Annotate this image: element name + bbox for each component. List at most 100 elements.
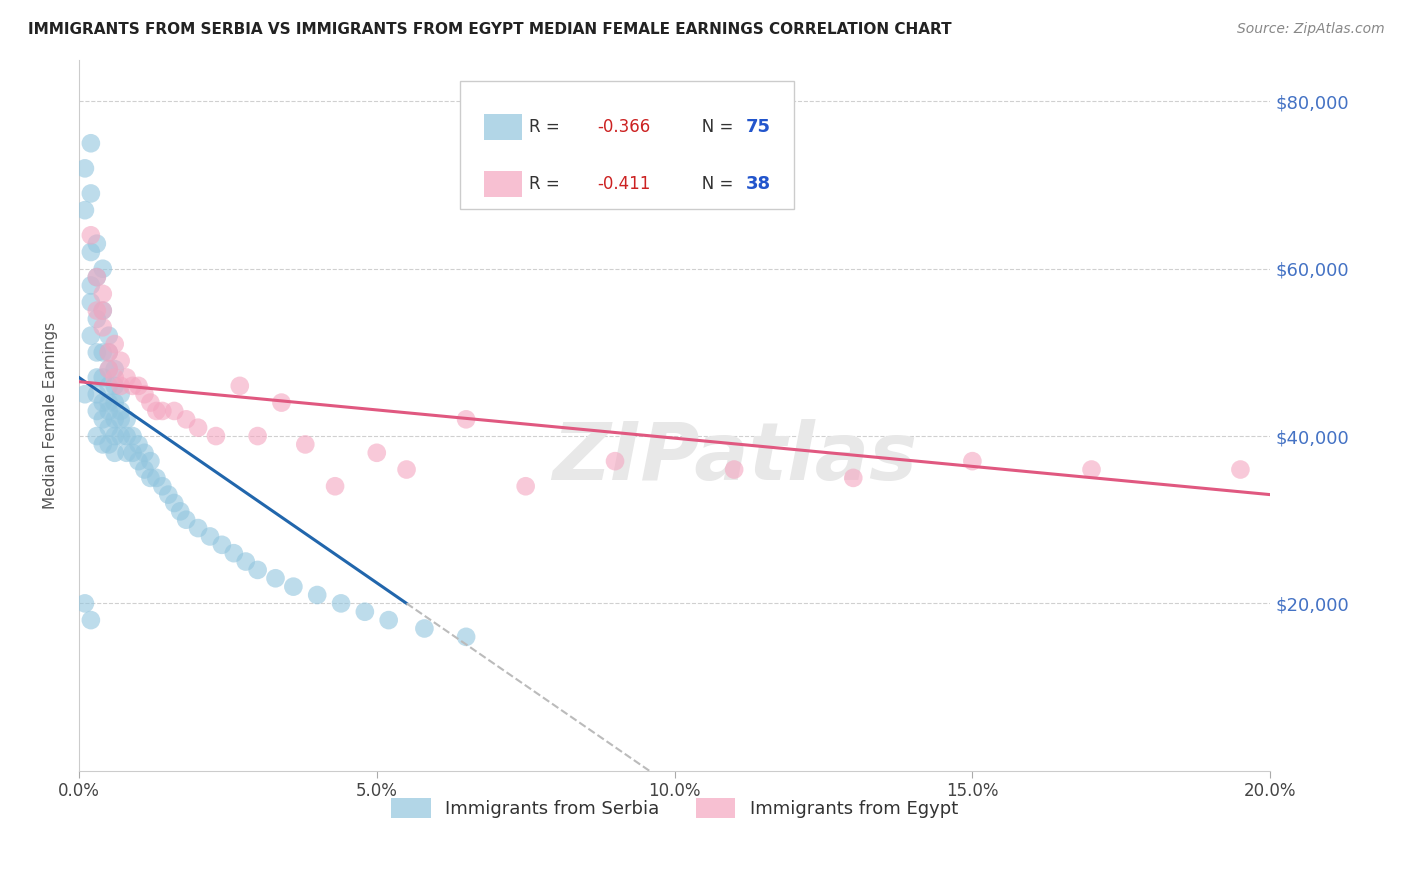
Point (104, 446, 127, 460)
Point (110, 412, 132, 426)
Point (73, 203, 96, 218)
Point (91, 412, 114, 426)
Text: 75: 75 (747, 118, 770, 136)
Point (115, 429, 138, 443)
Point (80, 295, 103, 310)
Point (104, 429, 127, 443)
Text: R =: R = (529, 175, 571, 193)
Point (91, 303, 114, 318)
Point (86, 429, 108, 443)
Point (134, 387, 156, 401)
Point (91, 320, 114, 334)
Text: 38: 38 (747, 175, 770, 193)
Point (128, 437, 150, 451)
Point (270, 395, 292, 409)
Point (1229, 462, 1251, 476)
Point (97, 345, 120, 359)
Point (86, 345, 108, 359)
Point (110, 379, 132, 393)
Point (353, 605, 375, 619)
Point (104, 379, 127, 393)
Point (115, 370, 138, 384)
Point (73, 596, 96, 610)
Point (174, 412, 197, 426)
Point (104, 362, 127, 376)
Point (91, 261, 114, 276)
Point (150, 404, 173, 418)
Point (97, 395, 120, 409)
Point (86, 387, 108, 401)
Point (134, 446, 156, 460)
Text: -0.411: -0.411 (598, 175, 651, 193)
Point (104, 370, 127, 384)
Point (134, 462, 156, 476)
Point (283, 580, 305, 594)
Point (80, 186, 103, 201)
Point (80, 136, 103, 151)
Point (515, 479, 537, 493)
Point (80, 228, 103, 243)
Point (115, 412, 138, 426)
Text: N =: N = (686, 175, 740, 193)
Point (842, 471, 865, 485)
Point (86, 303, 108, 318)
Text: R =: R = (529, 118, 571, 136)
Point (104, 337, 127, 351)
Point (110, 353, 132, 368)
Point (150, 479, 173, 493)
Point (377, 613, 399, 627)
Point (97, 362, 120, 376)
Point (80, 245, 103, 260)
Point (104, 395, 127, 409)
Point (413, 622, 436, 636)
Point (97, 379, 120, 393)
Point (264, 571, 287, 585)
Point (80, 328, 103, 343)
Point (211, 538, 233, 552)
Point (91, 370, 114, 384)
Text: N =: N = (686, 118, 740, 136)
FancyBboxPatch shape (484, 171, 522, 197)
Point (962, 454, 984, 468)
Point (235, 555, 257, 569)
Point (169, 504, 191, 518)
Point (86, 270, 108, 285)
Text: IMMIGRANTS FROM SERBIA VS IMMIGRANTS FROM EGYPT MEDIAN FEMALE EARNINGS CORRELATI: IMMIGRANTS FROM SERBIA VS IMMIGRANTS FRO… (28, 22, 952, 37)
Point (104, 412, 127, 426)
Point (139, 454, 162, 468)
FancyBboxPatch shape (484, 114, 522, 140)
Text: ZIPatlas: ZIPatlas (551, 419, 917, 497)
Point (80, 613, 103, 627)
Point (187, 420, 209, 434)
Point (723, 462, 745, 476)
Point (86, 370, 108, 384)
Point (110, 404, 132, 418)
Point (139, 395, 162, 409)
Point (603, 454, 626, 468)
Y-axis label: Median Female Earnings: Median Female Earnings (44, 322, 58, 508)
Point (97, 420, 120, 434)
Point (222, 546, 245, 560)
Point (97, 345, 120, 359)
Point (73, 161, 96, 176)
Point (139, 471, 162, 485)
Point (121, 379, 143, 393)
Point (97, 404, 120, 418)
Point (330, 596, 353, 610)
Point (456, 630, 478, 644)
Point (86, 312, 108, 326)
Point (456, 412, 478, 426)
Point (163, 496, 186, 510)
Point (205, 429, 228, 443)
Text: Source: ZipAtlas.com: Source: ZipAtlas.com (1237, 22, 1385, 37)
Point (395, 462, 418, 476)
Point (174, 513, 197, 527)
Point (229, 379, 252, 393)
Point (97, 328, 120, 343)
Point (323, 479, 346, 493)
Point (86, 404, 108, 418)
Point (115, 446, 138, 460)
Point (307, 588, 329, 602)
Point (198, 529, 221, 543)
Point (91, 437, 114, 451)
